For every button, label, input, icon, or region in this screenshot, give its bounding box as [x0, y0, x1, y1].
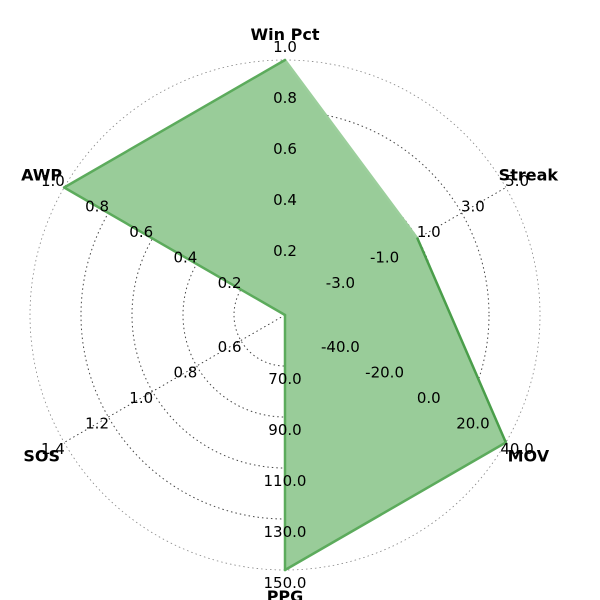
- tick-label-ppg: 90.0: [268, 421, 301, 439]
- axis-titles: Win Pct Streak MOV PPG SOS AWP: [21, 25, 558, 600]
- tick-label-awp: 0.8: [85, 198, 109, 216]
- tick-label-awp: 0.6: [129, 223, 153, 241]
- tick-label-ppg: 130.0: [264, 523, 307, 541]
- grid-ring: [29, 59, 541, 571]
- tick-label-streak: 5.0: [505, 172, 529, 190]
- tick-label-sos: 1.4: [41, 440, 65, 458]
- tick-label-mov: 20.0: [456, 415, 489, 433]
- tick-label-sos: 1.0: [129, 389, 153, 407]
- axis-title-mov: MOV: [508, 447, 550, 466]
- series-edge: [283, 58, 419, 240]
- tick-label-streak: 3.0: [461, 198, 485, 216]
- series-edge: [62, 58, 287, 189]
- tick-label-awp: 0.2: [218, 274, 242, 292]
- tick-label-mov: -20.0: [365, 364, 404, 382]
- tick-label-win-pct: 0.2: [273, 242, 297, 260]
- tick-label-awp: 0.4: [173, 249, 197, 267]
- tick-label-awp: 1.0: [41, 172, 65, 190]
- tick-label-win-pct: 0.4: [273, 191, 297, 209]
- axis-title-sos: SOS: [23, 447, 60, 466]
- tick-label-win-pct: 0.6: [273, 140, 297, 158]
- series-edge: [62, 186, 287, 317]
- tick-label-sos: 0.8: [173, 364, 197, 382]
- axis-title-ppg: PPG: [267, 587, 304, 600]
- tick-label-mov: -40.0: [321, 338, 360, 356]
- series-edge: [283, 441, 508, 572]
- axis-title-streak: Streak: [499, 166, 559, 185]
- tick-label-mov: 0.0: [417, 389, 441, 407]
- tick-labels: 0.2 0.4 0.6 0.8 1.0 -3.0 -1.0 1.0 3.0 5.0 -40.0 -20…: [41, 38, 534, 592]
- tick-label-sos: 0.6: [218, 338, 242, 356]
- axis-title-win-pct: Win Pct: [251, 25, 320, 44]
- spoke-sos: [63, 314, 286, 443]
- axis-title-awp: AWP: [21, 166, 62, 185]
- tick-label-mov: 40.0: [500, 440, 533, 458]
- tick-label-ppg: 150.0: [264, 574, 307, 592]
- tick-label-win-pct: 1.0: [273, 38, 297, 56]
- data-layer: [62, 58, 508, 572]
- tick-label-sos: 1.2: [85, 415, 109, 433]
- tick-label-win-pct: 0.8: [273, 89, 297, 107]
- tick-label-ppg: 70.0: [268, 370, 301, 388]
- tick-label-streak: -1.0: [370, 249, 399, 267]
- series-edge: [416, 237, 508, 444]
- tick-label-ppg: 110.0: [264, 472, 307, 490]
- tick-label-streak: 1.0: [417, 223, 441, 241]
- tick-label-streak: -3.0: [326, 274, 355, 292]
